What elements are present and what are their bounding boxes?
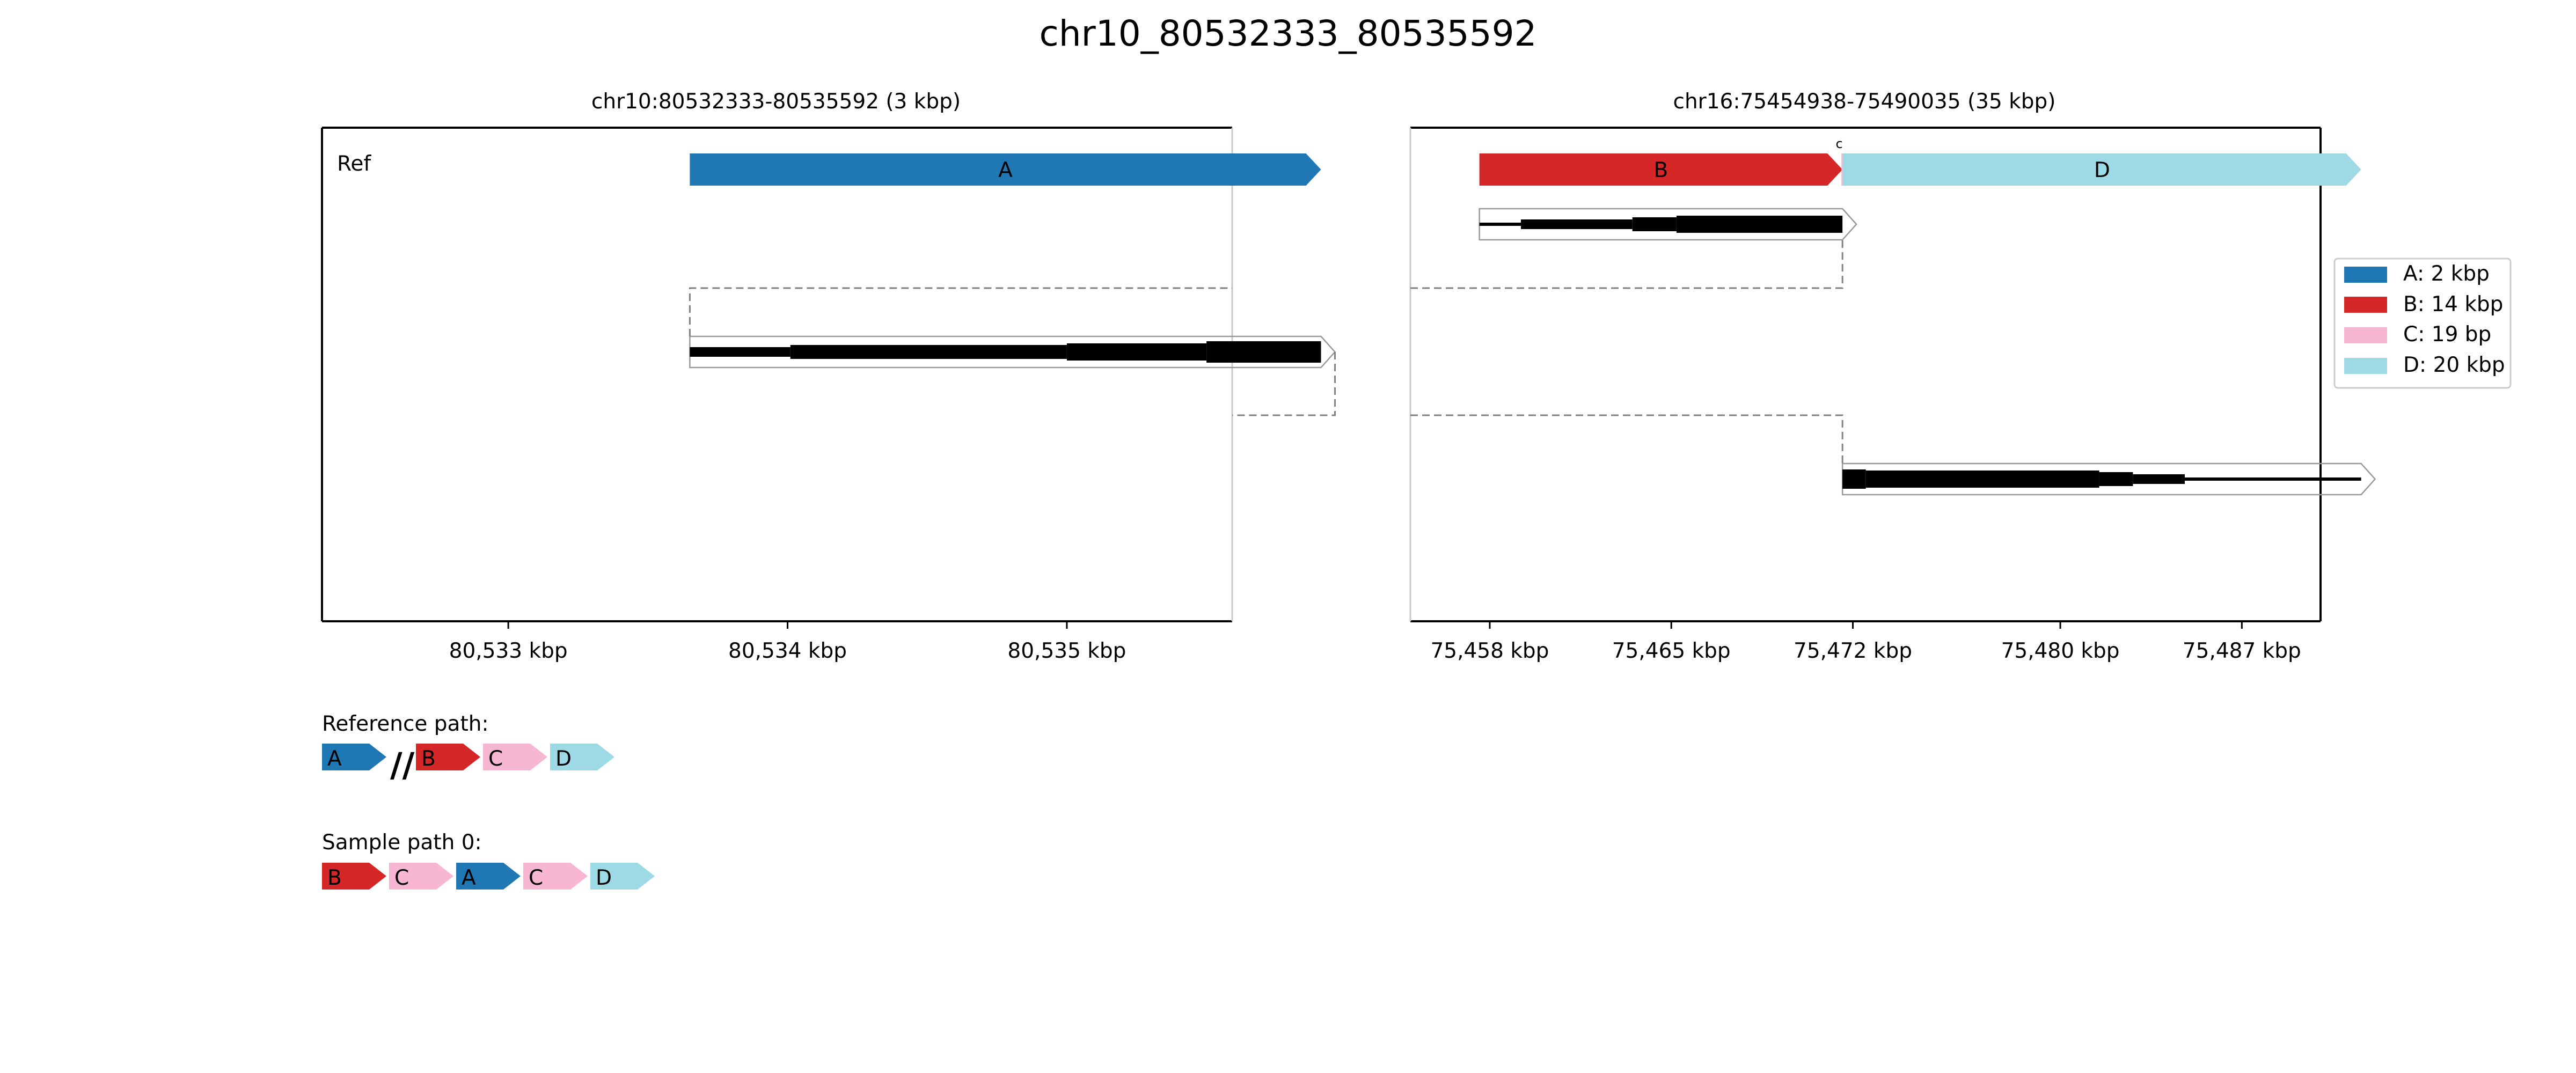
path-segment-label-D: D — [596, 866, 612, 890]
read-coverage-block — [1865, 471, 2099, 488]
path-segment-label-B: B — [327, 866, 342, 890]
read-coverage-block — [1676, 216, 1843, 233]
segment-label-B: B — [1654, 158, 1668, 182]
read-coverage-block — [2099, 472, 2133, 486]
read-coverage-block — [1632, 217, 1677, 231]
figure-title: chr10_80532333_80535592 — [1039, 13, 1536, 54]
path-segment-label-D: D — [555, 747, 572, 771]
path-segment-label-A: A — [327, 747, 342, 771]
x-tick-label: 75,465 kbp — [1612, 639, 1731, 663]
path-segment-C — [389, 863, 453, 890]
legend-swatch-C — [2344, 327, 2387, 343]
legend-label-A: A: 2 kbp — [2403, 262, 2490, 286]
path-segment-B — [322, 863, 386, 890]
read-coverage-block — [1479, 223, 1521, 226]
path-segment-C — [483, 744, 547, 770]
x-tick-label: 80,535 kbp — [1007, 639, 1126, 663]
path-segment-C — [523, 863, 588, 890]
read-coverage-block — [1066, 343, 1207, 361]
link-right-2 — [1410, 414, 1843, 464]
x-tick-label: 75,480 kbp — [2001, 639, 2120, 663]
path-segment-A — [456, 863, 521, 890]
segment-label-C: c — [1836, 136, 1843, 151]
reference-path-title: Reference path: — [322, 712, 489, 736]
segment-label-A: A — [998, 158, 1013, 182]
link-right-1 — [1410, 240, 1843, 289]
legend-swatch-B — [2344, 297, 2387, 313]
segment-D — [1843, 153, 2361, 186]
legend-label-B: B: 14 kbp — [2403, 292, 2503, 317]
x-tick-label: 75,458 kbp — [1430, 639, 1549, 663]
path-segment-label-C: C — [394, 866, 409, 890]
path-break-symbol: // — [390, 745, 415, 784]
sample-path-title: Sample path 0: — [322, 831, 482, 855]
panel-2-plot: 75,458 kbp 75,465 kbp 75,472 kbp 75,480 kbp… — [1409, 127, 2376, 663]
path-segment-B — [416, 744, 480, 770]
read-outline — [1841, 462, 2376, 496]
x-tick-label: 80,533 kbp — [449, 639, 568, 663]
legend-swatch-D — [2344, 358, 2387, 374]
read-coverage-block — [2185, 477, 2361, 481]
segment-A — [690, 153, 1321, 186]
legend-swatch-A — [2344, 267, 2387, 283]
legend-label-C: C: 19 bp — [2403, 322, 2491, 347]
track-label-ref: Ref — [337, 152, 371, 176]
path-segment-label-C: C — [488, 747, 503, 771]
segment-C — [1841, 153, 1845, 186]
path-segment-D — [590, 863, 655, 890]
read-coverage-block — [790, 345, 1067, 359]
read-coverage-block — [2133, 474, 2185, 484]
path-segment-label-B: B — [421, 747, 436, 771]
path-segment-D — [550, 744, 614, 770]
read-coverage-block — [1206, 341, 1321, 363]
reference-path: A //B C D — [322, 744, 614, 784]
legend-frame — [2333, 258, 2512, 389]
path-segment-A — [322, 744, 386, 770]
legend-label-D: D: 20 kbp — [2403, 353, 2505, 377]
link-left-2 — [1232, 352, 1336, 416]
segment-B — [1479, 153, 1843, 186]
read-coverage-block — [1520, 219, 1633, 229]
x-tick-label: 75,472 kbp — [1794, 639, 1912, 663]
read-outline — [689, 335, 1336, 369]
path-segment-label-A: A — [462, 866, 476, 890]
x-tick-label: 80,534 kbp — [728, 639, 847, 663]
link-left-1 — [689, 287, 1232, 336]
read-coverage-block — [1842, 469, 1866, 489]
read-outline — [1479, 208, 1857, 241]
panel-1-title: chr10:80532333-80535592 (3 kbp) — [591, 90, 961, 114]
path-segment-label-C: C — [529, 866, 543, 890]
breakpoint-links — [689, 240, 1843, 464]
legend: A: 2 kbp B: 14 kbp C: 19 bp D: 20 kbp — [2333, 258, 2512, 389]
x-tick-label: 75,487 kbp — [2183, 639, 2301, 663]
panel-2-title: chr16:75454938-75490035 (35 kbp) — [1673, 90, 2056, 114]
panel-1-plot: 80,533 kbp 80,534 kbp 80,535 kbp A — [321, 127, 1336, 663]
segment-label-D: D — [2094, 158, 2110, 182]
read-coverage-block — [690, 347, 791, 357]
